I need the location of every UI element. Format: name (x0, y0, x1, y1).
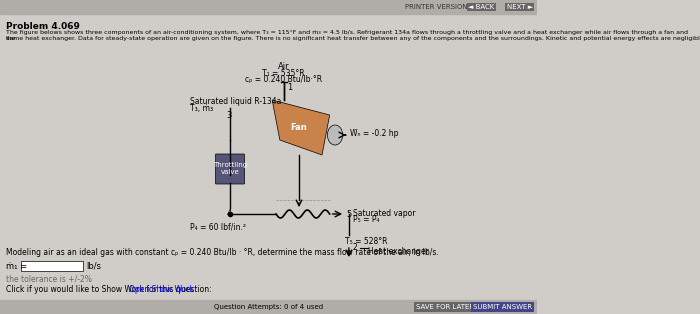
Text: 5: 5 (346, 210, 352, 219)
Text: Open Show Work: Open Show Work (129, 285, 194, 294)
Text: cₚ = 0.240 Btu/lb·°R: cₚ = 0.240 Btu/lb·°R (245, 75, 322, 84)
Circle shape (328, 125, 343, 145)
Text: 1: 1 (287, 83, 292, 92)
Text: Saturated vapor: Saturated vapor (353, 209, 415, 218)
Bar (0, 300, 537, 314)
Text: Ẇₙ = -0.2 hp: Ẇₙ = -0.2 hp (351, 128, 399, 138)
Text: SUBMIT ANSWER: SUBMIT ANSWER (473, 304, 532, 310)
Text: T₅ = 528°R: T₅ = 528°R (345, 237, 388, 246)
Text: Question Attempts: 0 of 4 used: Question Attempts: 0 of 4 used (214, 304, 323, 310)
Text: Throttling
valve: Throttling valve (213, 163, 247, 176)
Text: T₁ = 535°R: T₁ = 535°R (262, 69, 305, 78)
Text: T₃, ṁ₃: T₃, ṁ₃ (190, 104, 214, 113)
Text: ṁ₁ =: ṁ₁ = (6, 262, 27, 271)
Text: ◄ BACK: ◄ BACK (468, 4, 494, 10)
Text: Heat exchanger: Heat exchanger (368, 247, 429, 256)
Text: the tolerance is +/-2%: the tolerance is +/-2% (6, 275, 92, 284)
Text: P₅ = P₄: P₅ = P₄ (353, 215, 379, 224)
Text: 3: 3 (226, 111, 232, 120)
Text: Click if you would like to Show Work for this question:: Click if you would like to Show Work for… (6, 285, 214, 294)
Text: 2: 2 (353, 243, 358, 252)
FancyBboxPatch shape (216, 154, 244, 184)
Text: Problem 4.069: Problem 4.069 (6, 22, 80, 31)
Text: Saturated liquid R-134a: Saturated liquid R-134a (190, 97, 281, 106)
Text: PRINTER VERSION: PRINTER VERSION (405, 4, 468, 10)
Text: Fan: Fan (290, 123, 307, 133)
Text: SAVE FOR LATER: SAVE FOR LATER (416, 304, 474, 310)
Text: 4: 4 (226, 209, 232, 218)
Text: same heat exchanger. Data for steady-state operation are given on the figure. Th: same heat exchanger. Data for steady-sta… (6, 36, 700, 41)
Text: The figure belows shows three components of an air-conditioning system, where T₃: The figure belows shows three components… (6, 30, 688, 41)
Text: NEXT ►: NEXT ► (507, 4, 533, 10)
Polygon shape (272, 100, 330, 155)
Text: Modeling air as an ideal gas with constant cₚ = 0.240 Btu/lb · °R, determine the: Modeling air as an ideal gas with consta… (6, 248, 439, 257)
Text: lb/s: lb/s (86, 262, 101, 270)
Bar (0, 0, 537, 14)
FancyBboxPatch shape (22, 261, 83, 271)
Text: P₄ = 60 lbf/in.²: P₄ = 60 lbf/in.² (190, 222, 246, 231)
Text: Air: Air (278, 62, 290, 71)
